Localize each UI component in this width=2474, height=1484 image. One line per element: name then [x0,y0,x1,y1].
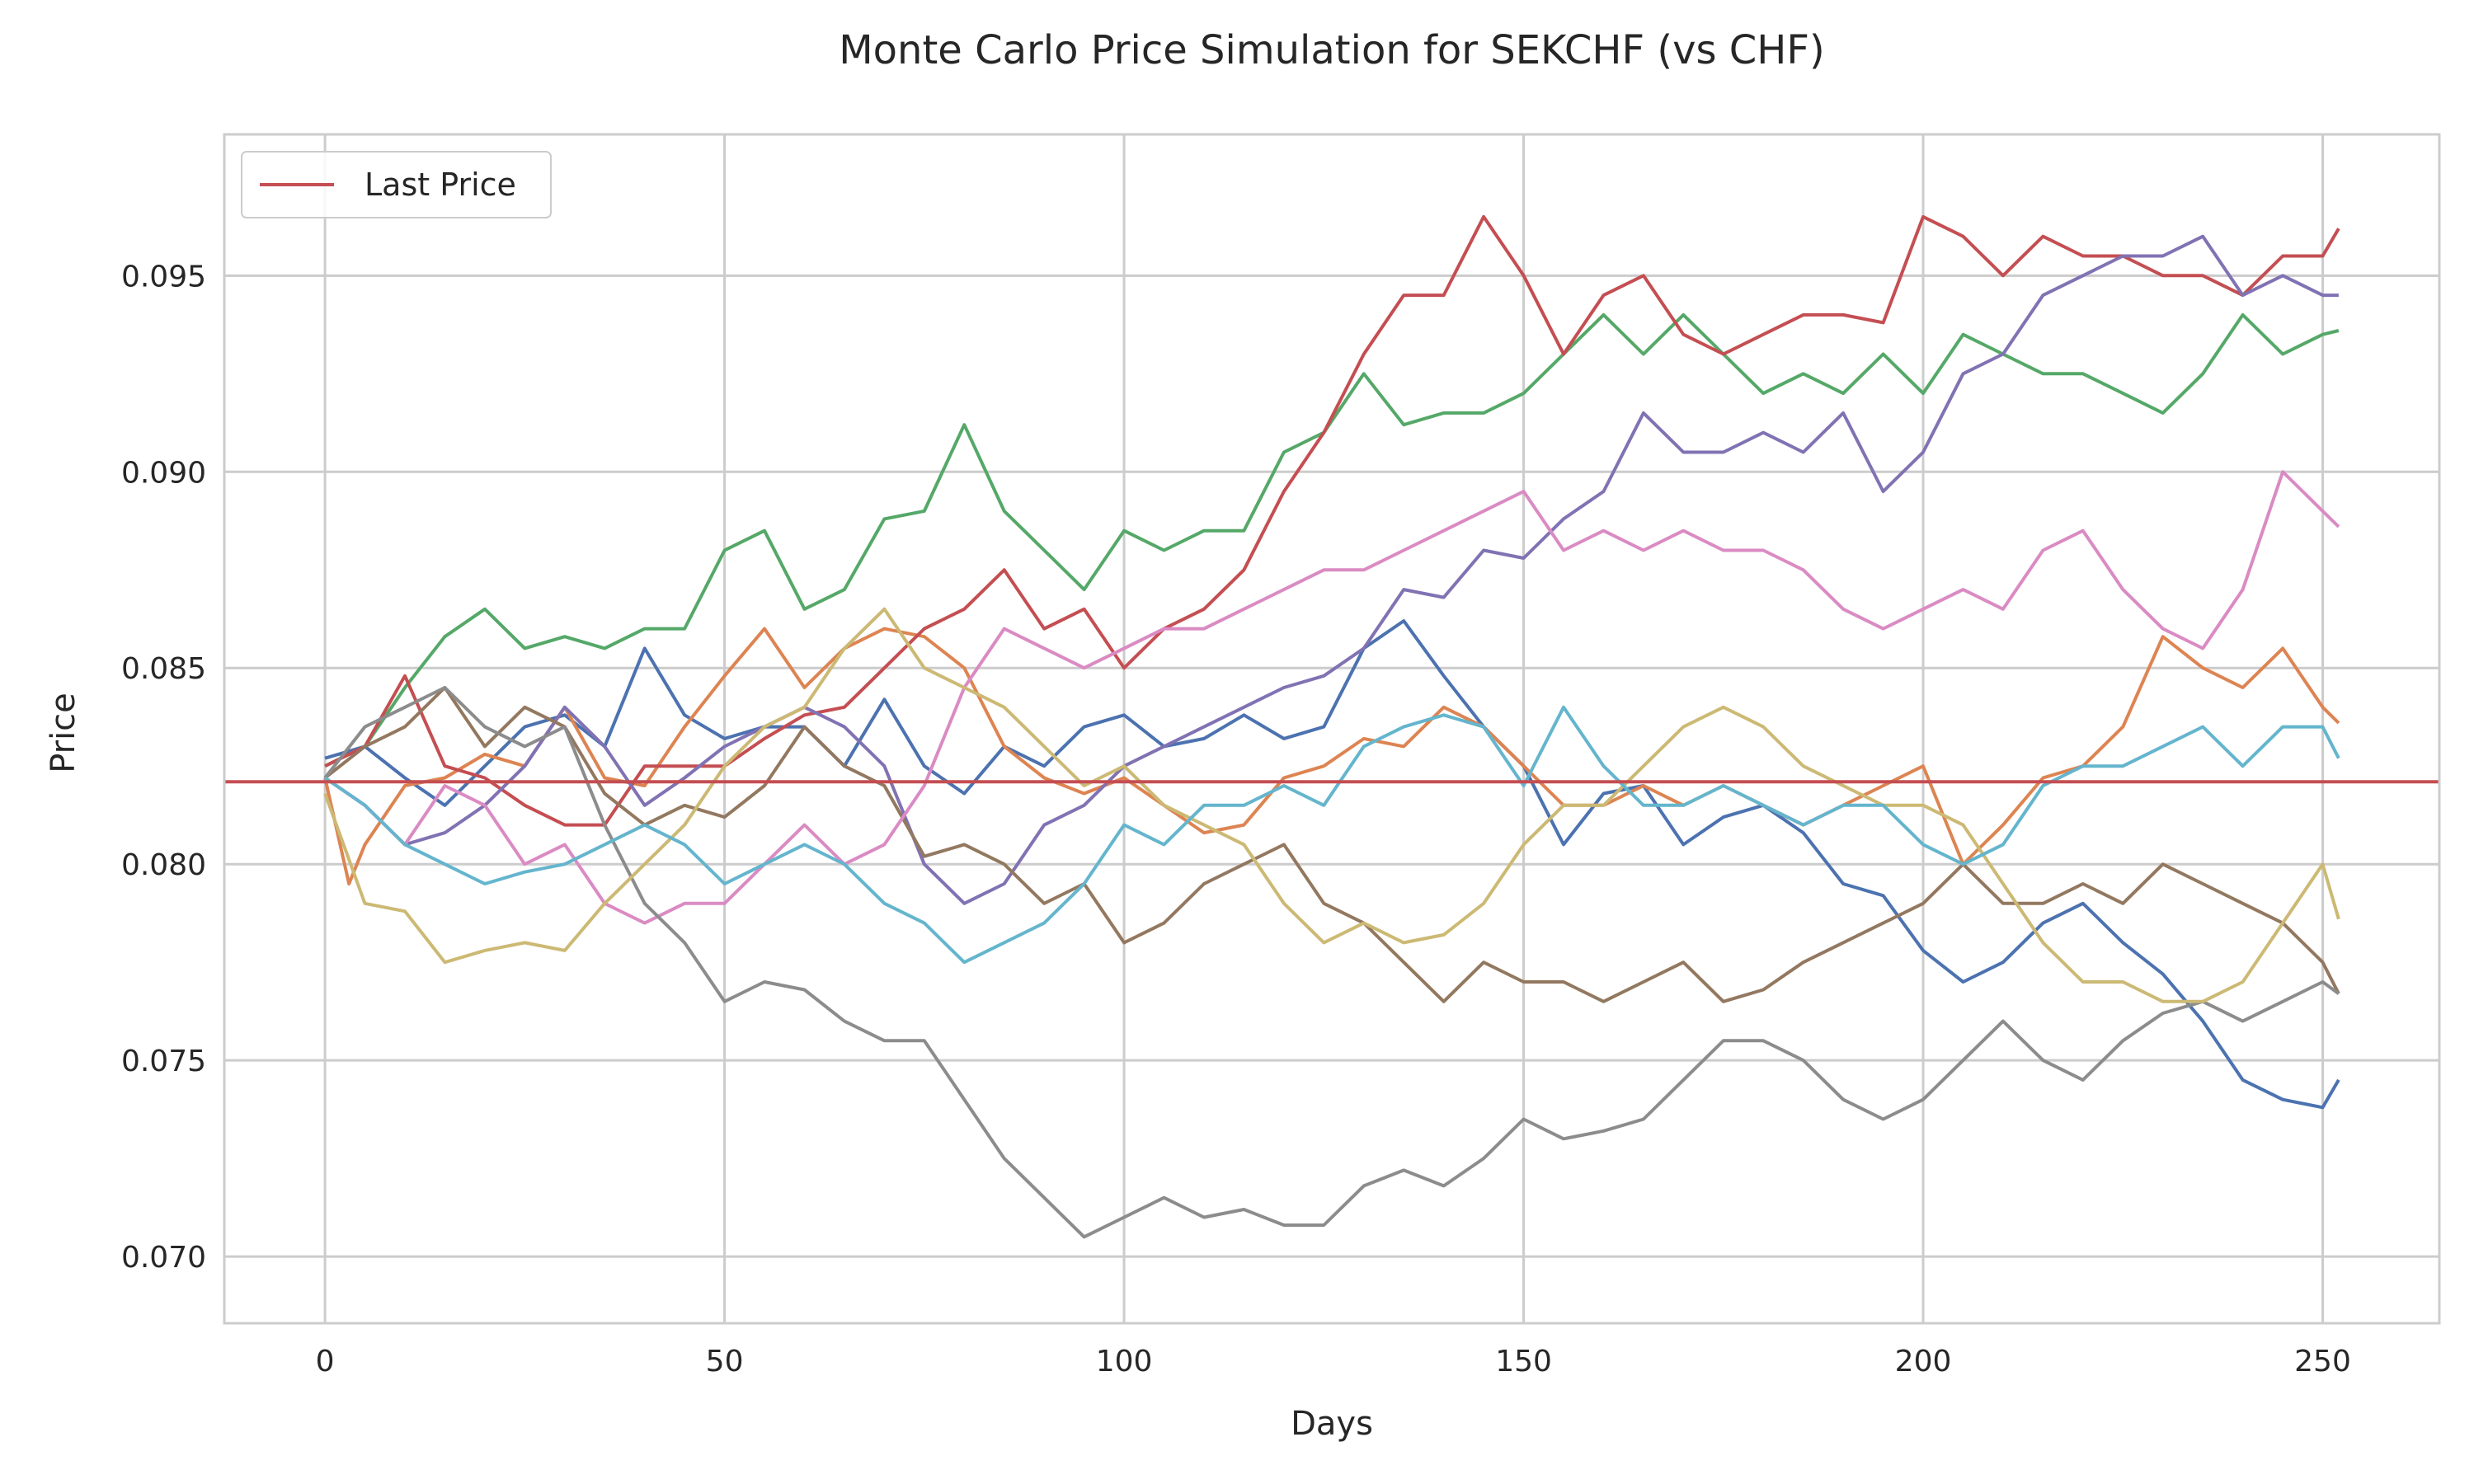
plot-frame [223,133,2441,1325]
simulation-line-6 [323,686,2340,1003]
x-tick-label: 100 [1096,1345,1153,1378]
simulation-line-3 [324,312,2340,768]
simulation-line-10 [323,705,2340,965]
chart-title: Monte Carlo Price Simulation for SEKCHF … [839,27,1824,73]
simulation-line-5 [323,234,2339,905]
x-tick-label: 250 [2294,1345,2351,1378]
x-axis-label: Days [1291,1405,1373,1443]
simulation-line-9 [323,607,2340,1003]
y-axis-label: Price [45,693,82,773]
simulation-line-4 [324,214,2340,827]
y-tick-label: 0.075 [121,1045,206,1078]
tick-labels: 0 50 100 150 200 250 0.070 0.075 0.080 0.085 0.090… [121,260,2351,1378]
x-tick-label: 50 [706,1345,744,1378]
legend-box [241,151,552,218]
series-lines [323,214,2340,1239]
legend-label-last-price: Last Price [365,167,516,203]
simulation-line-8 [323,686,2340,1239]
legend: Last Price [241,151,552,218]
x-tick-label: 200 [1895,1345,1952,1378]
simulation-line-7 [323,470,2340,925]
y-tick-label: 0.080 [121,848,206,882]
x-tick-label: 0 [316,1345,335,1378]
grid [224,134,2439,1323]
y-tick-label: 0.070 [121,1241,206,1275]
x-tick-label: 150 [1495,1345,1552,1378]
y-tick-label: 0.085 [121,652,206,686]
y-tick-label: 0.090 [121,456,206,490]
y-tick-label: 0.095 [121,260,206,294]
simulation-line-1 [324,619,2340,1110]
